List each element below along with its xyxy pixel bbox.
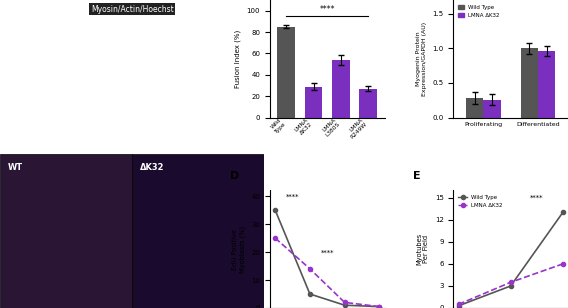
- LMNA ΔK32: [559, 262, 566, 266]
- Legend: Wild Type, LMNA ΔK32: Wild Type, LMNA ΔK32: [456, 193, 505, 210]
- Y-axis label: EdU Positive
Myoblasts (%): EdU Positive Myoblasts (%): [232, 226, 246, 273]
- Bar: [277, 27, 295, 118]
- Legend: Wild Type, LMNA ΔK32: Wild Type, LMNA ΔK32: [456, 3, 502, 20]
- Bar: [483, 99, 501, 118]
- Text: WT: WT: [8, 163, 23, 172]
- Text: ****: ****: [530, 194, 544, 200]
- Text: Myosin/Actin/Hoechst: Myosin/Actin/Hoechst: [91, 5, 174, 14]
- LMNAΔK32: [272, 236, 278, 240]
- Text: ****: ****: [320, 5, 335, 14]
- LMNA ΔK32: [507, 281, 514, 284]
- Bar: [520, 48, 538, 118]
- Wild Type: [272, 208, 278, 212]
- Y-axis label: Myogenin Protein
Expression/GAPDH (AU): Myogenin Protein Expression/GAPDH (AU): [416, 22, 427, 96]
- Wild Type: [307, 292, 314, 296]
- Text: D: D: [230, 171, 239, 181]
- Text: ****: ****: [320, 250, 334, 256]
- Text: ****: ****: [286, 194, 299, 200]
- Text: E: E: [414, 171, 421, 181]
- FancyBboxPatch shape: [0, 154, 132, 308]
- LMNAΔK32: [376, 305, 383, 308]
- Line: LMNAΔK32: LMNAΔK32: [273, 236, 382, 308]
- LMNAΔK32: [341, 301, 348, 304]
- Text: ΔK32: ΔK32: [140, 163, 165, 172]
- Line: Wild Type: Wild Type: [457, 210, 565, 308]
- FancyBboxPatch shape: [132, 154, 264, 308]
- Wild Type: [376, 305, 383, 308]
- Wild Type: [341, 303, 348, 307]
- LMNA ΔK32: [455, 302, 462, 306]
- Bar: [360, 89, 377, 118]
- Wild Type: [507, 284, 514, 288]
- Line: Wild Type: Wild Type: [273, 208, 382, 308]
- Line: LMNA ΔK32: LMNA ΔK32: [457, 262, 565, 306]
- Y-axis label: Myotubes
Per Field: Myotubes Per Field: [416, 233, 429, 265]
- LMNAΔK32: [307, 267, 314, 271]
- Wild Type: [559, 211, 566, 214]
- Y-axis label: Fusion Index (%): Fusion Index (%): [235, 30, 241, 88]
- Bar: [466, 98, 483, 118]
- Bar: [332, 60, 350, 118]
- Bar: [538, 51, 556, 118]
- Bar: [305, 87, 323, 118]
- Wild Type: [455, 304, 462, 308]
